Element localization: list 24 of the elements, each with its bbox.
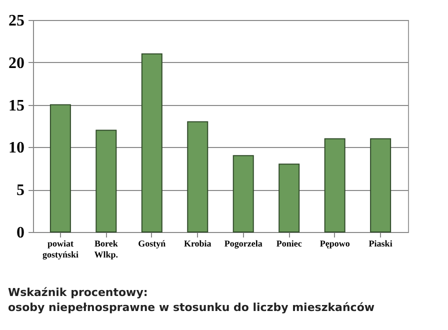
x-tick-label: Pępowo xyxy=(320,238,350,248)
x-tick-label: Poniec xyxy=(276,238,302,248)
x-tick-label: Borek Wlkp. xyxy=(94,238,118,260)
bar xyxy=(324,138,346,232)
x-tick-label: Piaski xyxy=(368,238,393,248)
text: osoby niepełnosprawne w stosunku do liczby mieszkańców xyxy=(8,301,375,314)
bar xyxy=(278,164,300,232)
bar xyxy=(141,53,162,232)
x-tick-label: Pogorzela xyxy=(224,238,263,248)
y-tick-label: 25 xyxy=(8,12,24,30)
x-tick-label: powiat gostyński xyxy=(42,238,79,260)
x-tick-label: Gostyń xyxy=(138,238,166,248)
y-tick-label: 0 xyxy=(16,224,24,242)
bar xyxy=(50,104,71,232)
x-tick-label: Krobia xyxy=(184,238,212,248)
y-tick-label: 20 xyxy=(8,54,24,72)
bar xyxy=(370,138,392,232)
y-tick-label: 5 xyxy=(16,182,24,200)
text: Wskaźnik procentowy: xyxy=(8,286,148,299)
bar xyxy=(232,155,254,232)
bar xyxy=(96,130,117,232)
y-tick-label: 15 xyxy=(8,97,24,114)
bar xyxy=(187,121,208,232)
y-tick-label: 10 xyxy=(8,140,24,157)
